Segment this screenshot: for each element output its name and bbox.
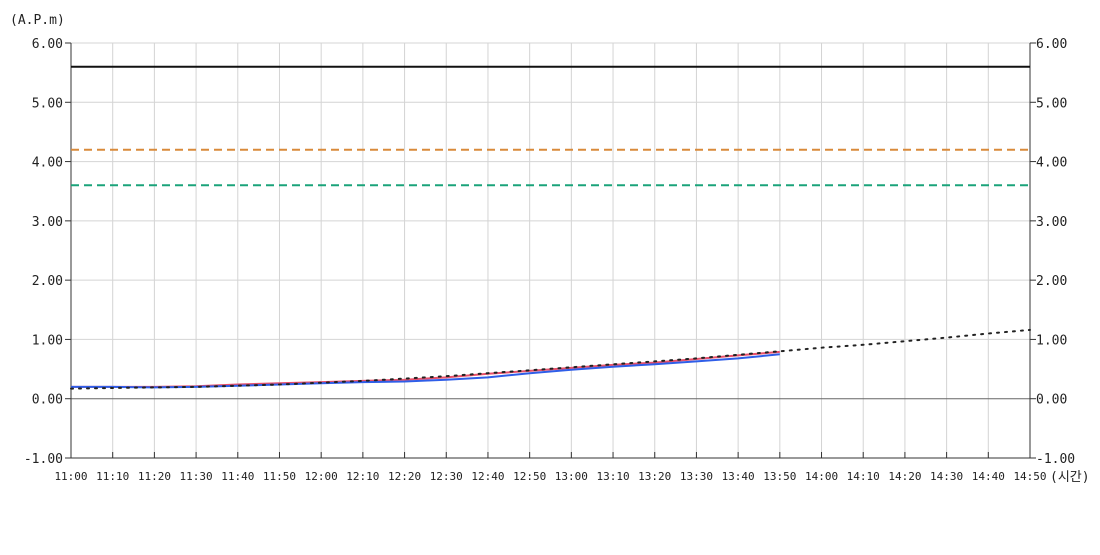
series-line-1 [71, 350, 780, 388]
y-tick-label-right: 0.00 [1036, 393, 1067, 408]
x-tick-label: 13:00 [555, 470, 588, 483]
x-tick-label: 13:50 [763, 470, 796, 483]
series-line-3 [70, 328, 1031, 390]
x-tick-label: 11:30 [180, 470, 213, 483]
reference-lines [71, 65, 1030, 187]
grid [70, 42, 1031, 459]
x-tick-label: 14:50 [1013, 470, 1046, 483]
y-tick-label-right: -1.00 [1036, 452, 1075, 467]
x-tick-label: 11:40 [221, 470, 254, 483]
x-tick-label: 11:50 [263, 470, 296, 483]
x-tick-label: 11:20 [138, 470, 171, 483]
x-tick-label: 13:20 [638, 470, 671, 483]
x-tick-label: 12:40 [471, 470, 504, 483]
x-tick-label: 14:40 [972, 470, 1005, 483]
x-tick-label: 13:10 [596, 470, 629, 483]
y-tick-label-right: 4.00 [1036, 156, 1067, 171]
tick-labels: 6.00 6.00 5.00 5.00 4.00 4.00 3.00 3.00 2.00 2.00… [24, 37, 1075, 483]
x-tick-label: 12:30 [430, 470, 463, 483]
x-tick-label: 14:20 [888, 470, 921, 483]
x-tick-label: 12:10 [346, 470, 379, 483]
x-tick-label: 14:30 [930, 470, 963, 483]
y-axis-unit-label: (A.P.m) [10, 13, 65, 28]
y-tick-label-left: 5.00 [32, 96, 63, 111]
x-tick-label: 14:10 [847, 470, 880, 483]
y-tick-label-right: 2.00 [1036, 274, 1067, 289]
x-tick-label: 14:00 [805, 470, 838, 483]
x-tick-label: 12:20 [388, 470, 421, 483]
y-tick-label-right: 5.00 [1036, 96, 1067, 111]
y-tick-label-left: -1.00 [24, 452, 63, 467]
x-tick-label: 11:00 [54, 470, 87, 483]
x-tick-label: 11:10 [96, 470, 129, 483]
y-tick-label-left: 2.00 [32, 274, 63, 289]
x-axis-unit-label: (시간) [1050, 470, 1090, 485]
series-line-2 [71, 353, 780, 389]
x-tick-label: 13:30 [680, 470, 713, 483]
y-tick-label-right: 3.00 [1036, 215, 1067, 230]
x-tick-label: 13:40 [722, 470, 755, 483]
series-lines [70, 328, 1031, 390]
y-tick-label-left: 0.00 [32, 393, 63, 408]
y-tick-label-right: 6.00 [1036, 37, 1067, 52]
x-tick-label: 12:50 [513, 470, 546, 483]
x-tick-label: 12:00 [305, 470, 338, 483]
axes [65, 42, 1036, 459]
y-tick-label-left: 1.00 [32, 333, 63, 348]
y-tick-label-left: 3.00 [32, 215, 63, 230]
y-tick-label-left: 4.00 [32, 156, 63, 171]
y-tick-label-right: 1.00 [1036, 333, 1067, 348]
y-tick-label-left: 6.00 [32, 37, 63, 52]
